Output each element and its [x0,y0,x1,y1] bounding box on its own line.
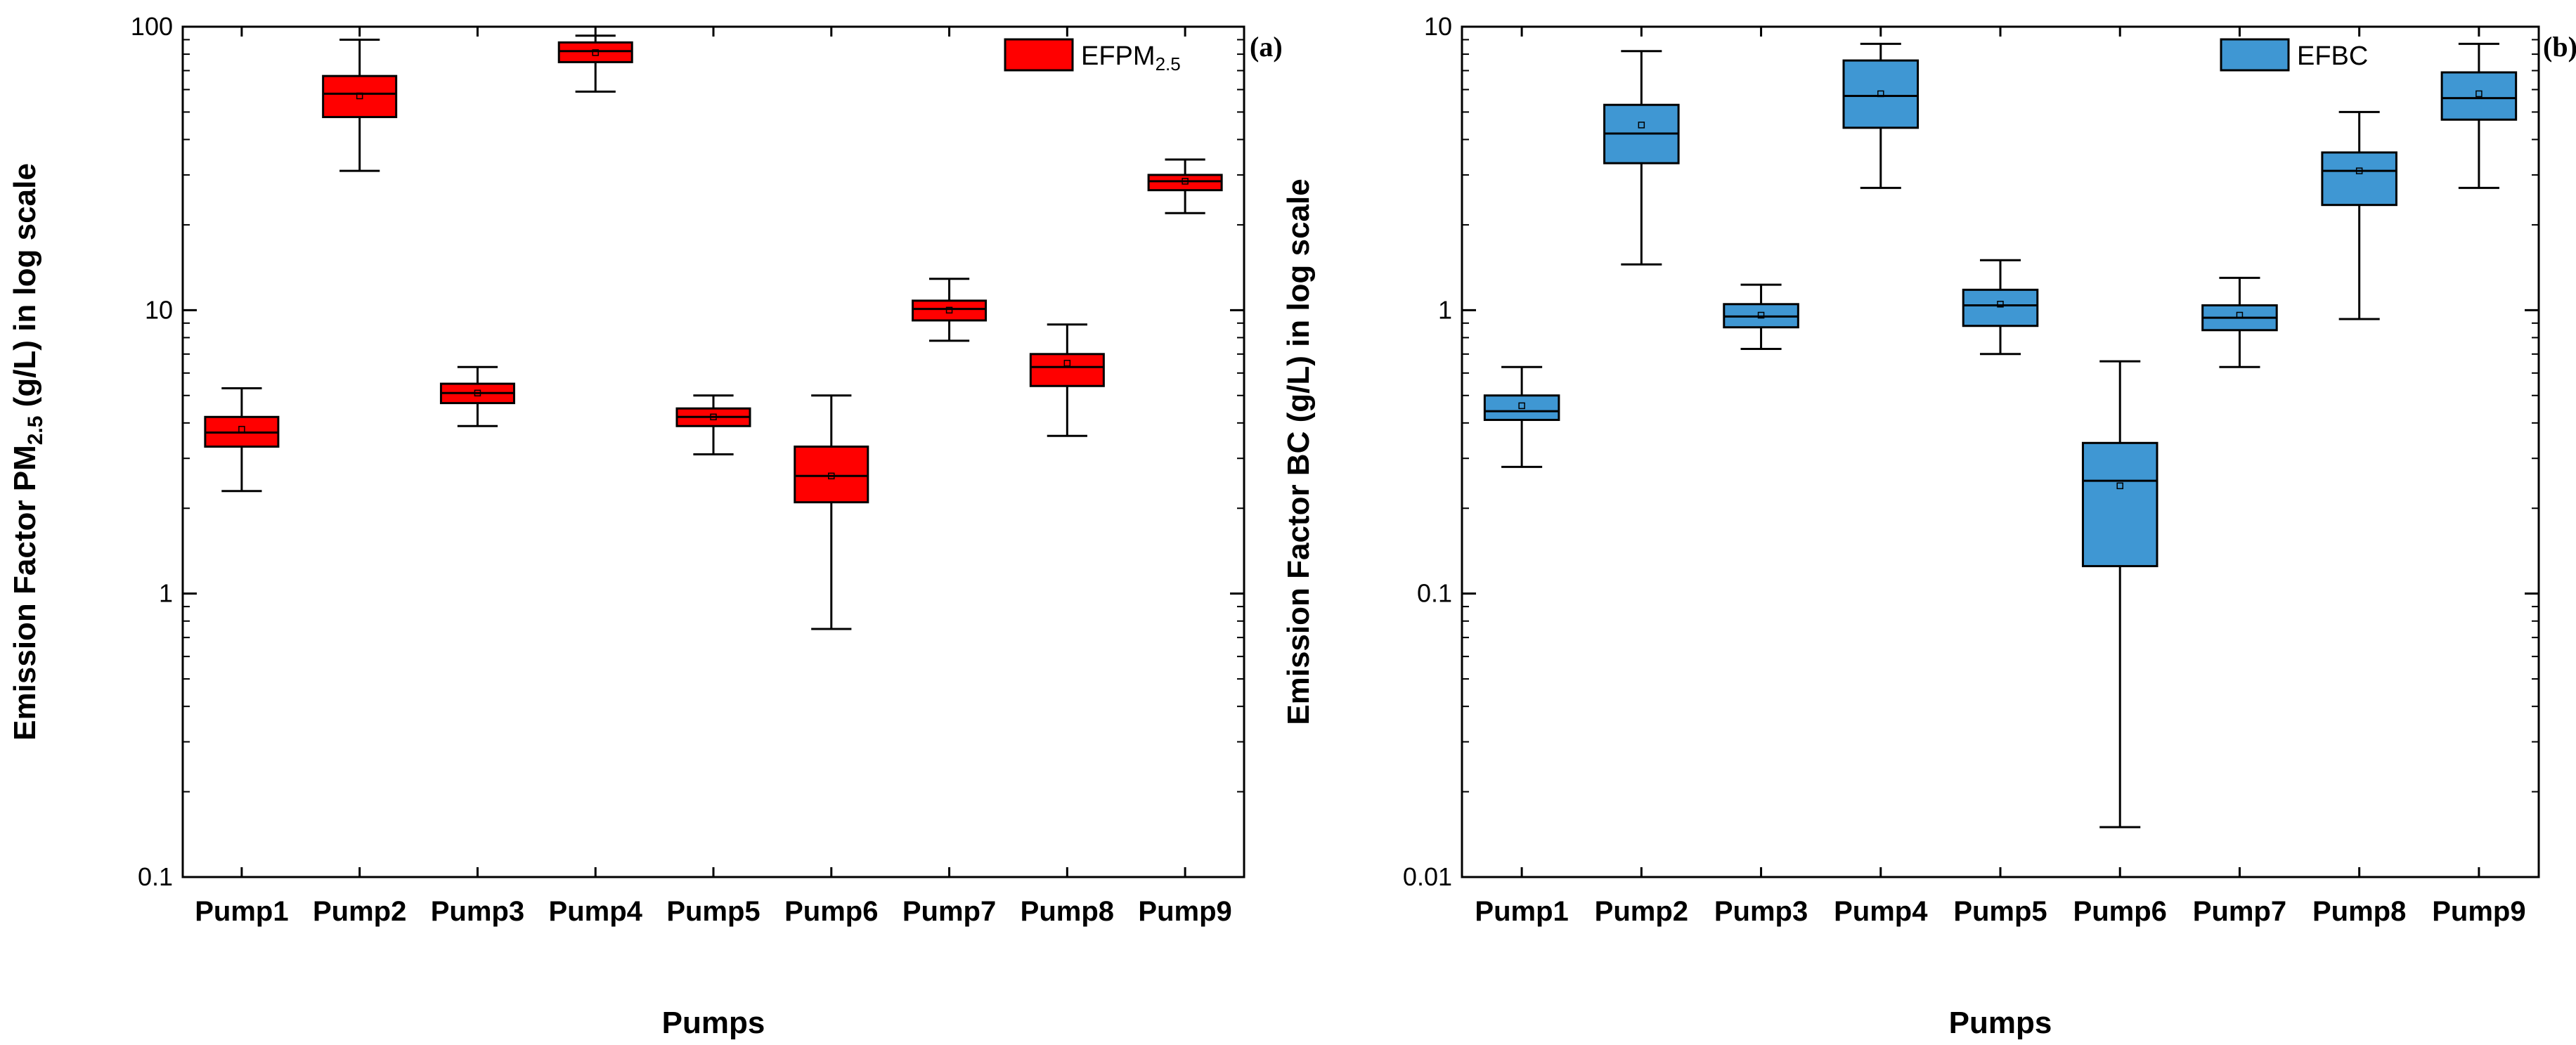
mean-marker [1638,122,1645,129]
mean-marker [356,92,363,100]
x-axis-title: Pumps [1949,1006,2052,1040]
x-tick-label: Pump2 [313,896,406,927]
box-pump6 [2081,441,2158,568]
mean-marker [2355,167,2363,174]
x-tick-label: Pump4 [549,896,643,927]
y-tick-label: 100 [131,12,173,41]
box-pump6 [794,446,869,504]
panel-label: (b) [2543,31,2576,63]
mean-marker [238,426,245,433]
x-tick-label: Pump5 [666,896,760,927]
legend-swatch [2220,38,2290,72]
x-tick-label: Pump1 [1475,896,1568,927]
x-axis-title: Pumps [662,1006,765,1040]
legend-swatch [1004,38,1074,72]
mean-marker [828,472,835,480]
y-axis-title: Emission Factor BC (g/L) in log scale [1281,179,1316,725]
mean-marker [592,49,599,56]
box-pump2 [322,74,398,119]
x-tick-label: Pump7 [2193,896,2286,927]
mean-marker [1877,90,1884,98]
box-pump5 [1962,288,2039,327]
mean-marker [2236,311,2244,319]
box-pump8 [2321,151,2397,207]
box-pump4 [1842,59,1920,129]
x-tick-label: Pump3 [1714,896,1808,927]
mean-marker [474,389,481,397]
mean-marker [2116,482,2123,490]
legend-label: EFBC [2297,41,2368,71]
mean-marker [2475,90,2483,98]
x-tick-label: Pump8 [1021,896,1114,927]
legend-label: EFPM2.5 [1081,41,1181,74]
panel-label: (a) [1250,31,1283,63]
plot-frame [1461,25,2540,878]
y-tick-label: 1 [1438,295,1452,324]
mean-marker [1182,178,1189,185]
mean-marker [1063,360,1071,367]
x-tick-label: Pump8 [2312,896,2406,927]
x-tick-label: Pump6 [2073,896,2167,927]
mean-marker [710,413,717,421]
box-pump4 [557,41,633,63]
plot-frame [181,25,1245,878]
x-tick-label: Pump5 [1953,896,2047,927]
box-pump8 [1029,353,1105,387]
box-pump7 [912,299,988,322]
x-tick-label: Pump3 [431,896,524,927]
box-pump1 [1483,394,1560,422]
x-tick-label: Pump1 [195,896,288,927]
x-tick-label: Pump9 [2432,896,2525,927]
box-pump9 [2440,71,2518,121]
x-tick-label: Pump9 [1138,896,1231,927]
mean-marker [1518,402,1525,410]
x-tick-label: Pump6 [784,896,878,927]
y-tick-label: 0.01 [1403,862,1452,891]
y-tick-label: 1 [159,579,173,608]
y-axis-title: Emission Factor PM2.5 (g/L) in log scale [8,163,47,741]
panel-b-efbc: 0.01 0.1 1 10 Pump1 Pump2 Pump3 Pump4 Pump5 Pump6… [1281,12,2576,1040]
y-tick-label: 0.1 [138,862,173,891]
y-tick-label: 10 [1424,12,1452,41]
box-pump9 [1147,174,1223,192]
x-tick-label: Pump7 [902,896,996,927]
y-tick-label: 0.1 [1417,579,1452,608]
mean-marker [945,306,953,314]
x-tick-label: Pump2 [1595,896,1688,927]
mean-marker [1757,311,1765,319]
y-tick-label: 10 [145,295,173,324]
x-tick-label: Pump4 [1834,896,1928,927]
mean-marker [1997,301,2004,308]
panel-a-efpm25: 0.1 1 10 100 Pump1 Pump2 Pump3 Pump4 Pump5 Pump6 P… [8,12,1283,1040]
